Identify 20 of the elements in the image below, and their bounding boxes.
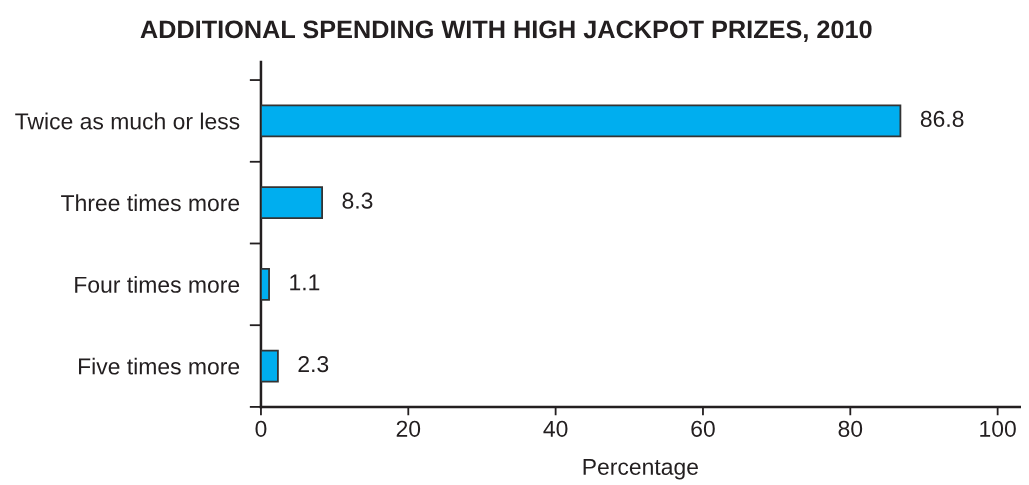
data-label: 86.8	[920, 110, 964, 128]
bar	[260, 186, 324, 220]
x-tick-label: 0	[255, 420, 267, 437]
chart-title: ADDITIONAL SPENDING WITH HIGH JACKPOT PRIZES, 2010	[140, 20, 872, 42]
y-tick-label: Twice as much or less	[15, 112, 240, 130]
x-axis-title: Percentage	[583, 458, 698, 480]
y-tick-label: Four times more	[75, 276, 240, 293]
x-tick-label: 60	[691, 420, 715, 437]
data-label: 1.1	[290, 274, 320, 291]
x-tick-label: 80	[838, 420, 863, 437]
y-tick-label: Three times more	[61, 194, 240, 212]
x-tick-label: 40	[543, 420, 568, 437]
y-tick-label: Five times more	[79, 357, 240, 375]
data-label: 8.3	[342, 192, 373, 209]
data-label: 2.3	[298, 355, 329, 373]
bar	[260, 349, 279, 383]
x-tick-label: 100	[980, 420, 1016, 437]
bar	[260, 104, 902, 138]
x-tick-label: 20	[396, 420, 421, 437]
bar	[260, 267, 270, 301]
